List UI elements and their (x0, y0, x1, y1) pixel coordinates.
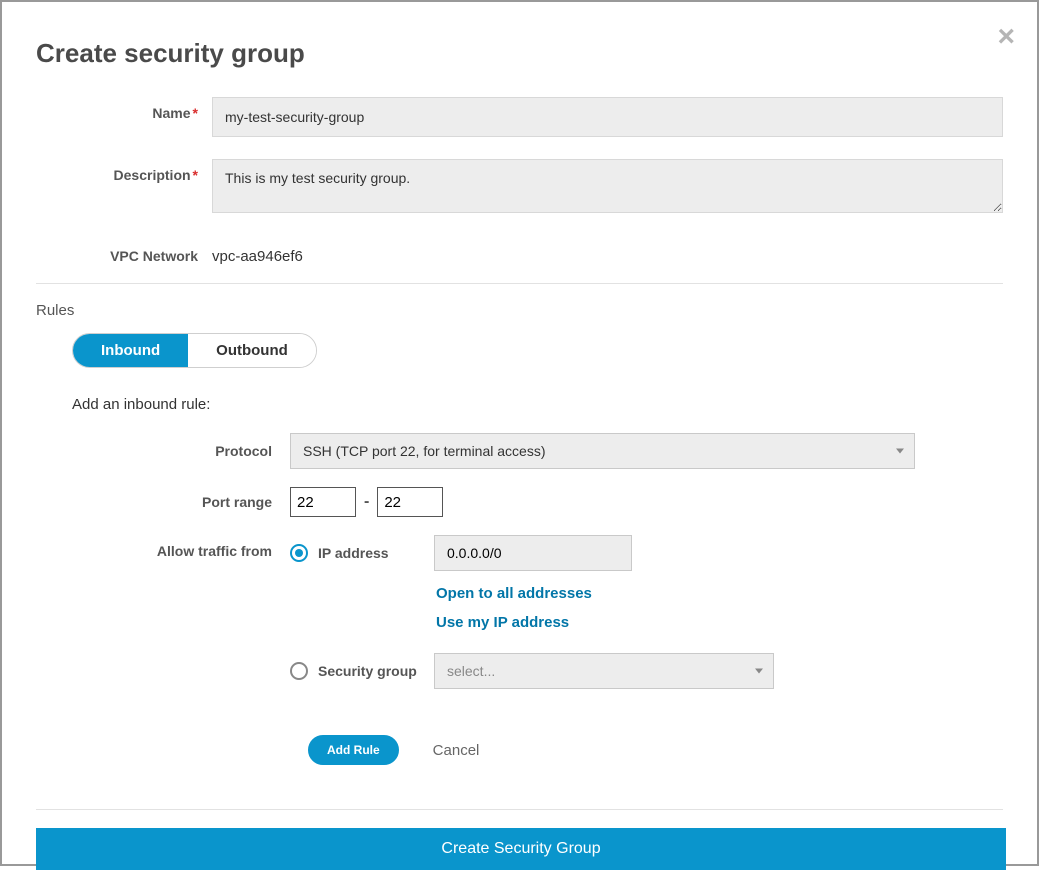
allow-from-row: Allow traffic from IP address Open to al… (36, 535, 1003, 689)
ip-address-option-group: IP address Open to all addresses Use my … (290, 535, 1003, 631)
protocol-row: Protocol SSH (TCP port 22, for terminal … (36, 433, 1003, 469)
use-my-ip-link[interactable]: Use my IP address (436, 614, 1003, 631)
ip-address-input[interactable] (434, 535, 632, 571)
name-input[interactable] (212, 97, 1003, 137)
description-row: Description* This is my test security gr… (36, 159, 1003, 218)
rule-actions: Add Rule Cancel (308, 735, 1003, 765)
cancel-button[interactable]: Cancel (433, 742, 480, 759)
rules-direction-toggle: Inbound Outbound (72, 333, 317, 368)
protocol-select-value: SSH (TCP port 22, for terminal access) (303, 443, 545, 459)
rules-section-label: Rules (36, 302, 1003, 319)
name-label: Name* (36, 97, 212, 121)
page-title: Create security group (36, 38, 1003, 69)
name-row: Name* (36, 97, 1003, 137)
divider (36, 283, 1003, 284)
close-icon[interactable]: × (997, 22, 1015, 52)
allow-from-label: Allow traffic from (36, 535, 290, 559)
port-to-input[interactable] (377, 487, 443, 517)
ip-address-option-label: IP address (318, 545, 434, 561)
ip-address-radio[interactable] (290, 544, 308, 562)
security-group-radio[interactable] (290, 662, 308, 680)
protocol-select[interactable]: SSH (TCP port 22, for terminal access) (290, 433, 915, 469)
port-from-input[interactable] (290, 487, 356, 517)
add-rule-button[interactable]: Add Rule (308, 735, 399, 765)
chevron-down-icon (896, 449, 904, 454)
vpc-row: VPC Network vpc-aa946ef6 (36, 240, 1003, 265)
tab-outbound[interactable]: Outbound (188, 334, 316, 367)
description-label: Description* (36, 159, 212, 183)
port-range-row: Port range - (36, 487, 1003, 517)
security-group-option-label: Security group (318, 663, 434, 679)
open-all-addresses-link[interactable]: Open to all addresses (436, 585, 1003, 602)
protocol-label: Protocol (36, 443, 290, 459)
vpc-value: vpc-aa946ef6 (212, 240, 1003, 265)
port-range-label: Port range (36, 494, 290, 510)
port-range-dash: - (364, 493, 369, 511)
add-rule-heading: Add an inbound rule: (72, 396, 1003, 413)
create-security-group-button[interactable]: Create Security Group (36, 828, 1006, 870)
description-input[interactable]: This is my test security group. (212, 159, 1003, 213)
security-group-option-group: Security group select... (290, 653, 1003, 689)
divider (36, 809, 1003, 810)
security-group-select[interactable]: select... (434, 653, 774, 689)
chevron-down-icon (755, 669, 763, 674)
tab-inbound[interactable]: Inbound (73, 334, 188, 367)
dialog-body: Create security group Name* Description*… (2, 2, 1037, 894)
vpc-label: VPC Network (36, 240, 212, 264)
security-group-select-placeholder: select... (447, 663, 495, 679)
